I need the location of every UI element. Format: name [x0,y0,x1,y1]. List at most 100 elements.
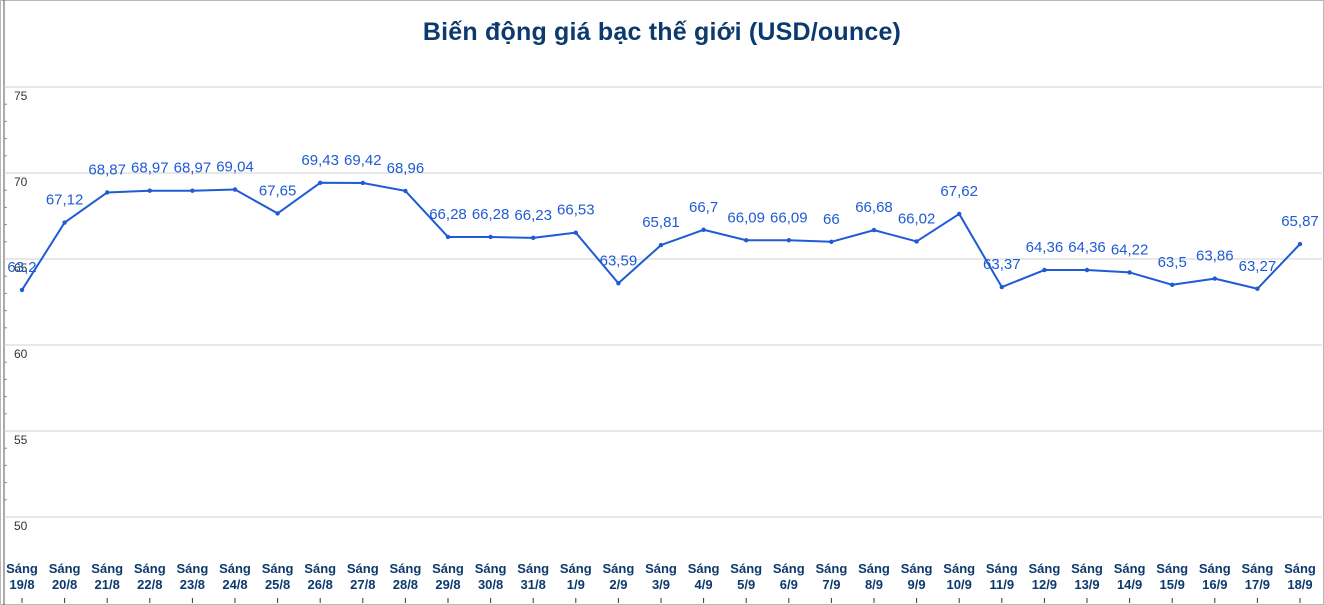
data-point [957,211,962,217]
data-point [871,227,877,233]
x-tick-label: 27/8 [350,577,375,592]
data-point [616,281,621,286]
data-point [1212,276,1218,281]
x-tick-label: 7/9 [822,577,840,592]
data-point [1255,286,1260,291]
x-tick-label: Sáng [1199,561,1231,576]
data-point [1297,241,1303,247]
x-tick-label: Sáng [432,561,464,576]
data-point [1042,267,1047,273]
data-label: 68,97 [174,160,212,177]
data-label: 66,09 [770,209,808,226]
data-point [701,227,706,232]
data-label: 66,68 [855,199,893,216]
data-label: 63,5 [1158,254,1187,271]
x-tick-label: 20/8 [52,577,77,592]
x-tick-label: 13/9 [1074,577,1099,592]
x-tick-label: Sáng [688,561,720,576]
series-line [21,181,1301,291]
data-point [1127,270,1132,275]
x-tick-label: 12/9 [1032,577,1057,592]
data-label: 66,09 [727,209,765,226]
data-label: 64,22 [1111,241,1149,258]
x-tick-label: Sáng [517,561,549,576]
data-label: 66,7 [689,199,718,216]
data-point [190,188,195,193]
data-label: 64,36 [1026,239,1064,256]
data-point [147,188,152,193]
x-tick-label: Sáng [773,561,805,576]
data-point [488,234,493,240]
y-tick-label: 60 [14,347,28,361]
x-tick-label: 23/8 [180,577,205,592]
data-point [573,230,578,235]
data-point [658,242,664,248]
x-tick-label: 2/9 [609,577,627,592]
x-tick-label: Sáng [49,561,81,576]
x-tick-label: 15/9 [1160,577,1185,592]
x-tick-label: 1/9 [567,577,585,592]
data-label: 67,12 [46,192,84,209]
data-point [232,187,238,192]
x-tick-label: 4/9 [695,577,713,592]
data-label: 65,87 [1281,213,1319,230]
data-point [445,234,451,240]
x-tick-label: 10/9 [947,577,972,592]
y-tick-label: 50 [14,519,28,533]
data-point [403,188,408,194]
data-label: 67,62 [940,183,978,200]
y-tick-label: 65 [14,261,28,275]
x-tick-label: 9/9 [908,577,926,592]
y-tick-label: 75 [14,89,28,103]
data-label: 68,96 [387,160,425,177]
data-label: 67,65 [259,182,297,199]
data-label: 64,36 [1068,239,1106,256]
data-label: 63,37 [983,256,1021,273]
x-tick-label: 30/8 [478,577,503,592]
x-tick-label: Sáng [645,561,677,576]
x-tick-label: 26/8 [308,577,333,592]
x-tick-label: 8/9 [865,577,883,592]
data-label: 63,86 [1196,248,1234,265]
x-tick-label: Sáng [262,561,294,576]
data-point [1084,267,1090,273]
data-point [62,220,67,225]
data-label: 65,81 [642,214,680,231]
x-tick-label: Sáng [1242,561,1274,576]
x-tick-label: 22/8 [137,577,162,592]
data-label: 66,28 [472,206,510,223]
data-point [105,190,110,195]
x-tick-label: Sáng [816,561,848,576]
data-point [19,287,25,293]
x-tick-label: 21/8 [95,577,120,592]
data-point [786,238,791,243]
x-tick-label: Sáng [1114,561,1146,576]
x-tick-label: Sáng [134,561,166,576]
x-tick-label: Sáng [347,561,379,576]
x-tick-label: 24/8 [222,577,247,592]
data-label: 66,02 [898,210,936,227]
y-axis-ticks: 50 55 60 65 70 75 [14,89,28,533]
x-tick-label: Sáng [730,561,762,576]
y-tick-label: 70 [14,175,28,189]
x-tick-label: 3/9 [652,577,670,592]
x-tick-label: 14/9 [1117,577,1142,592]
data-label: 68,97 [131,160,169,177]
data-point [914,239,919,244]
data-label: 63,27 [1239,258,1277,275]
x-tick-label: 31/8 [521,577,546,592]
data-label: 69,43 [301,152,339,169]
data-label: 66 [823,211,840,228]
x-tick-label: 19/8 [9,577,34,592]
x-tick-label: Sáng [219,561,251,576]
x-tick-label: Sáng [390,561,422,576]
data-point [318,180,323,186]
data-label: 63,59 [600,252,638,269]
x-tick-label: Sáng [560,561,592,576]
x-tick-label: 16/9 [1202,577,1227,592]
x-axis-ticks: Sáng19/8Sáng20/8Sáng21/8Sáng22/8Sáng23/8… [6,561,1316,603]
data-label: 66,53 [557,202,595,219]
